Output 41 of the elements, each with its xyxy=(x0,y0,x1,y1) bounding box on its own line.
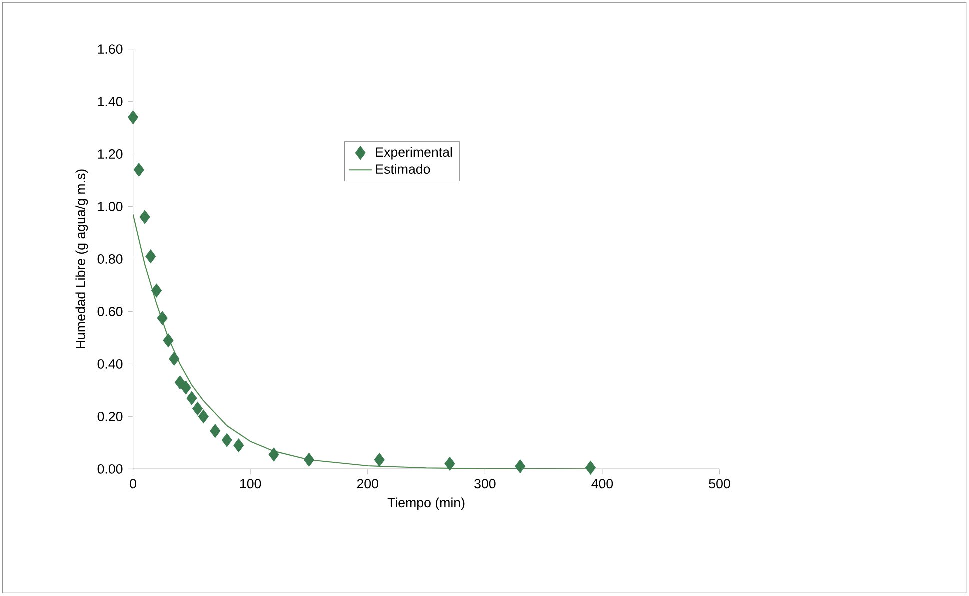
point xyxy=(268,448,280,462)
point xyxy=(134,163,144,178)
point xyxy=(151,284,162,298)
y-tick-label: 0.20 xyxy=(98,412,123,422)
x-tick-label: 300 xyxy=(474,479,496,489)
point xyxy=(304,453,314,468)
x-axis-title: Tiempo (min) xyxy=(388,498,465,510)
point xyxy=(234,438,244,453)
x-tick-label: 500 xyxy=(709,479,730,489)
point xyxy=(222,433,232,448)
y-tick-label: 0.80 xyxy=(98,254,123,264)
y-tick-label: 1.20 xyxy=(98,150,123,160)
y-tick-label: 1.40 xyxy=(98,97,123,107)
x-tick-label: 0 xyxy=(130,479,136,489)
point xyxy=(585,461,596,475)
legend-label: Estimado xyxy=(376,164,430,174)
point xyxy=(128,110,139,125)
legend-label: Experimental xyxy=(376,147,452,160)
point xyxy=(180,380,192,395)
point xyxy=(163,334,174,348)
y-axis-title: Humedad Libre (g agua/g m.s) xyxy=(76,170,88,349)
point xyxy=(174,376,186,390)
x-tick-label: 100 xyxy=(240,479,262,489)
point xyxy=(157,311,168,326)
point xyxy=(374,453,385,468)
point xyxy=(169,352,180,366)
point xyxy=(198,410,209,424)
y-tick-label: 0.40 xyxy=(98,360,123,370)
point xyxy=(515,460,526,474)
point xyxy=(444,457,456,471)
point xyxy=(186,391,198,406)
point xyxy=(146,250,156,264)
y-tick-label: 0.60 xyxy=(98,307,123,317)
x-tick-label: 200 xyxy=(357,479,378,489)
point xyxy=(140,210,150,224)
y-tick-label: 0.00 xyxy=(98,464,123,474)
y-tick-label: 1.60 xyxy=(98,44,123,54)
x-tick-label: 400 xyxy=(592,479,614,489)
point xyxy=(210,424,221,438)
point xyxy=(192,402,204,416)
y-tick-label: 1.00 xyxy=(98,202,123,212)
